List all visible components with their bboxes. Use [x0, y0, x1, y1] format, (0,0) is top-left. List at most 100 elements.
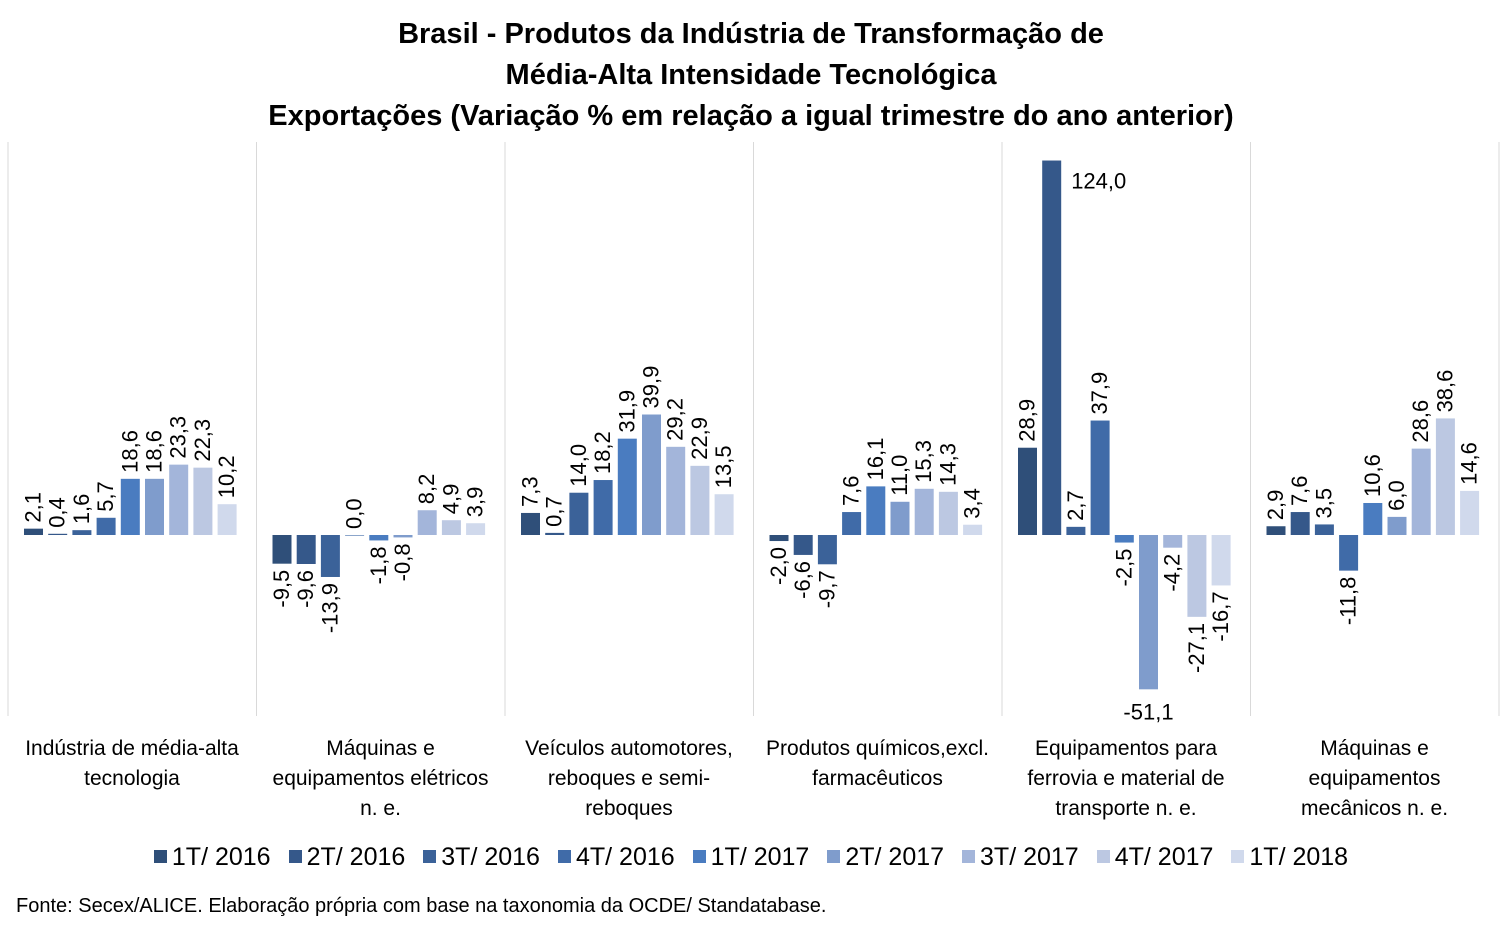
bar	[545, 532, 565, 535]
bar	[963, 524, 983, 535]
bar	[1018, 447, 1037, 535]
legend-label: 1T/ 2017	[710, 843, 810, 871]
legend-swatch	[557, 850, 571, 863]
bar	[914, 488, 934, 535]
data-label: -0,8	[390, 543, 415, 581]
data-label: -51,1	[1123, 699, 1173, 724]
data-label: 3,4	[960, 488, 985, 519]
bar	[769, 535, 789, 542]
data-label: 8,2	[414, 474, 439, 505]
bar	[393, 535, 413, 538]
data-label: 29,2	[663, 398, 688, 441]
bar	[1163, 535, 1183, 548]
legend-label: 4T/ 2016	[575, 843, 675, 871]
bar	[72, 530, 92, 535]
bar	[1139, 535, 1158, 690]
legend-swatch	[962, 850, 976, 863]
legend: 1T/ 2016 2T/ 2016 3T/ 2016 4T/ 2016 1T/ 2017…	[0, 843, 1502, 872]
legend-swatch	[288, 850, 302, 863]
data-label: 2,9	[1263, 490, 1288, 521]
chart-title: Brasil - Produtos da Indústria de Transf…	[0, 14, 1502, 137]
bar	[938, 491, 958, 535]
legend-swatch	[1096, 850, 1110, 863]
category-label: Veículos automotores, reboques e semi-reb…	[525, 737, 733, 820]
data-label: -6,6	[790, 561, 815, 599]
data-label: 4,9	[438, 484, 463, 515]
bar	[714, 494, 734, 535]
bar	[1314, 524, 1334, 535]
bar	[48, 533, 68, 535]
data-label: 3,9	[463, 487, 488, 518]
data-label: 37,9	[1087, 372, 1112, 415]
data-label: 10,2	[214, 455, 239, 498]
data-label: -9,7	[814, 570, 839, 608]
legend-label: 2T/ 2017	[845, 843, 945, 871]
bar	[296, 535, 316, 564]
bar	[842, 512, 862, 535]
bar	[193, 467, 213, 535]
bar	[1114, 535, 1134, 543]
category-label: Produtos químicos,excl. farmacêuticos	[766, 737, 989, 790]
data-label: 7,6	[839, 475, 864, 506]
bar	[145, 478, 164, 535]
data-label: 124,0	[1071, 169, 1126, 194]
data-label: 15,3	[911, 440, 936, 483]
bar	[1066, 526, 1086, 535]
data-label: -2,0	[766, 547, 791, 585]
data-label: 3,5	[1311, 488, 1336, 519]
data-label: 1,6	[69, 494, 94, 525]
data-label: 11,0	[887, 455, 912, 496]
data-label: -11,8	[1336, 577, 1361, 626]
legend-item: 1T/ 2016	[153, 843, 271, 872]
title-line-1: Brasil - Produtos da Indústria de Transf…	[398, 18, 1104, 50]
data-label: 5,7	[93, 481, 118, 512]
data-label: 28,9	[1015, 399, 1040, 442]
data-label: 38,6	[1432, 370, 1457, 413]
bar	[666, 446, 686, 535]
legend-swatch	[423, 850, 437, 863]
category-label: Máquinas e equipamentos mecânicos n. e.	[1300, 737, 1449, 820]
legend-item: 1T/ 2017	[692, 843, 810, 872]
data-label: 2,1	[21, 492, 46, 523]
data-label: 22,3	[190, 419, 215, 462]
bar	[1387, 516, 1407, 535]
legend-item: 4T/ 2017	[1096, 843, 1214, 872]
data-label: -27,1	[1184, 623, 1209, 673]
bar	[1363, 502, 1383, 535]
bar	[1042, 160, 1062, 535]
legend-label: 3T/ 2017	[980, 843, 1079, 871]
legend-item: 3T/ 2016	[423, 843, 540, 872]
legend-label: 1T/ 2018	[1249, 843, 1349, 871]
bar	[1266, 526, 1286, 535]
bar	[1090, 420, 1110, 535]
bar	[1187, 535, 1207, 617]
legend-swatch	[692, 850, 706, 863]
bar	[1339, 535, 1359, 571]
data-label: 22,9	[687, 417, 712, 460]
data-label: 6,0	[1384, 480, 1409, 511]
bar	[642, 414, 661, 535]
bar	[1460, 490, 1480, 535]
legend-swatch	[1231, 850, 1245, 863]
bar	[320, 535, 340, 577]
category-label: Equipamentos para ferrovia e material de t…	[1027, 737, 1225, 820]
bar	[569, 492, 589, 535]
bar	[417, 510, 437, 535]
data-label: -16,7	[1208, 591, 1233, 641]
data-label: 2,7	[1063, 490, 1088, 521]
bar	[1211, 535, 1231, 586]
bar	[793, 535, 813, 555]
data-label: -1,8	[366, 546, 391, 584]
bar	[1290, 512, 1310, 535]
data-label: 14,3	[935, 443, 960, 486]
bar	[169, 464, 189, 535]
legend-item: 2T/ 2016	[288, 843, 405, 872]
legend-swatch	[153, 850, 167, 863]
legend-label: 4T/ 2017	[1114, 843, 1214, 871]
data-label: 28,6	[1408, 400, 1433, 443]
data-label: 16,1	[863, 438, 888, 481]
bar	[690, 465, 710, 535]
data-label: -13,9	[317, 583, 342, 633]
bar	[217, 504, 237, 535]
